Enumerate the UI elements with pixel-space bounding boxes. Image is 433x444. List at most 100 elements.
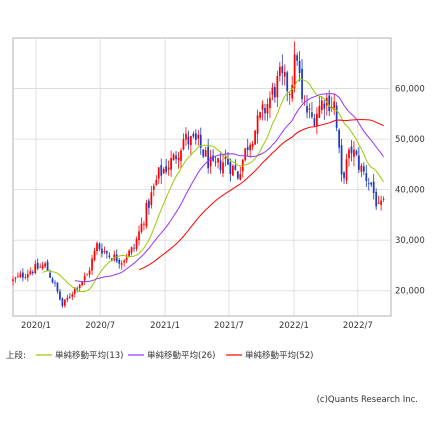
candle-body <box>162 168 165 174</box>
candle-body <box>209 156 212 167</box>
candle-body <box>54 282 56 284</box>
candle-body <box>12 279 14 282</box>
candle-body <box>367 183 370 185</box>
candle-body <box>266 103 269 114</box>
candle-body <box>96 243 98 252</box>
y-tick-label: 50,000 <box>395 135 425 145</box>
candle-body <box>49 272 51 278</box>
candle-body <box>254 130 256 145</box>
ma52-line <box>138 119 384 271</box>
grid-layer <box>12 37 392 317</box>
candle-body <box>323 103 326 109</box>
candle-body <box>382 199 385 200</box>
candle-body <box>212 155 214 161</box>
candle-body <box>177 157 180 161</box>
candle-body <box>68 296 71 298</box>
candle-body <box>108 255 111 258</box>
candle-body <box>239 173 242 180</box>
candle-body <box>316 113 318 127</box>
candle-body <box>182 139 185 150</box>
candle-body <box>217 158 219 163</box>
candle-body <box>293 54 296 88</box>
candle-body <box>106 251 108 254</box>
candle-body <box>170 158 172 170</box>
candle-body <box>360 165 363 172</box>
x-tick-label: 2020/7 <box>85 321 115 331</box>
candle-body <box>113 254 116 260</box>
candle-body <box>29 271 32 275</box>
candle-body <box>343 172 345 179</box>
candle-body <box>283 72 286 77</box>
candle-body <box>165 166 168 172</box>
candle-body <box>362 166 365 172</box>
legend-label: 単純移動平均(13) <box>55 350 123 361</box>
candle-body <box>88 270 91 275</box>
axis-layer: 20,000 30,000 40,000 50,000 60,000 2020/1 2020… <box>21 85 425 331</box>
candle-body <box>130 247 133 253</box>
candle-body <box>91 258 93 271</box>
plot-frame <box>12 37 392 317</box>
candle-body <box>73 287 76 294</box>
candle-body <box>308 108 311 110</box>
candle-body <box>180 150 182 161</box>
candle-body <box>86 274 88 276</box>
candle-body <box>61 298 64 306</box>
candle-body <box>328 95 331 112</box>
candle-body <box>350 146 353 154</box>
candle-body <box>98 243 101 249</box>
candle-body <box>190 136 192 145</box>
candle-body <box>234 165 237 170</box>
legend-label: 単純移動平均(52) <box>245 350 313 361</box>
candle-body <box>64 299 66 306</box>
candle-body <box>14 277 17 279</box>
candle-body <box>251 144 254 147</box>
candle-body <box>311 112 313 118</box>
copyright-text: (c)Quants Research Inc. <box>317 395 418 405</box>
candle-body <box>375 192 378 207</box>
candle-body <box>185 133 187 140</box>
candle-body <box>370 182 373 185</box>
candle-body <box>301 68 303 100</box>
candle-body <box>138 231 140 241</box>
candle-body <box>281 66 284 73</box>
candle-body <box>291 85 294 99</box>
candle-body <box>318 105 321 118</box>
candle-body <box>143 223 145 225</box>
candle-body <box>219 160 222 171</box>
candle-body <box>157 167 160 179</box>
candle-body <box>340 145 343 175</box>
candle-body <box>155 179 158 186</box>
candle-body <box>140 223 143 232</box>
candle-body <box>256 115 259 134</box>
candle-body <box>227 158 229 165</box>
candle-body <box>41 265 44 269</box>
candle-body <box>167 167 170 170</box>
candle-body <box>76 288 79 290</box>
candle-body <box>353 149 355 157</box>
x-tick-label: 2022/7 <box>343 321 373 331</box>
candle-body <box>133 247 135 249</box>
candle-body <box>172 154 175 161</box>
candle-body <box>83 276 86 281</box>
candle-body <box>229 162 232 174</box>
candle-body <box>123 260 126 263</box>
candle-body <box>59 291 61 300</box>
y-tick-label: 40,000 <box>395 186 425 196</box>
candle-body <box>115 254 118 262</box>
x-tick-label: 2020/1 <box>21 321 51 331</box>
y-tick-label: 60,000 <box>395 85 425 95</box>
candle-body <box>274 87 276 98</box>
candle-body <box>118 259 121 264</box>
candle-body <box>320 100 323 111</box>
candle-body <box>128 250 130 257</box>
candle-body <box>345 159 348 181</box>
candle-body <box>135 239 138 249</box>
candle-body <box>224 156 227 160</box>
candle-body <box>51 278 54 283</box>
x-tick-label: 2022/1 <box>279 321 309 331</box>
legend: 上段: 単純移動平均(13) 単純移動平均(26) 単純移動平均(52) <box>6 350 313 361</box>
candle-body <box>44 263 46 267</box>
candle-body <box>34 264 37 274</box>
candle-body <box>271 87 274 95</box>
candle-body <box>120 263 123 265</box>
